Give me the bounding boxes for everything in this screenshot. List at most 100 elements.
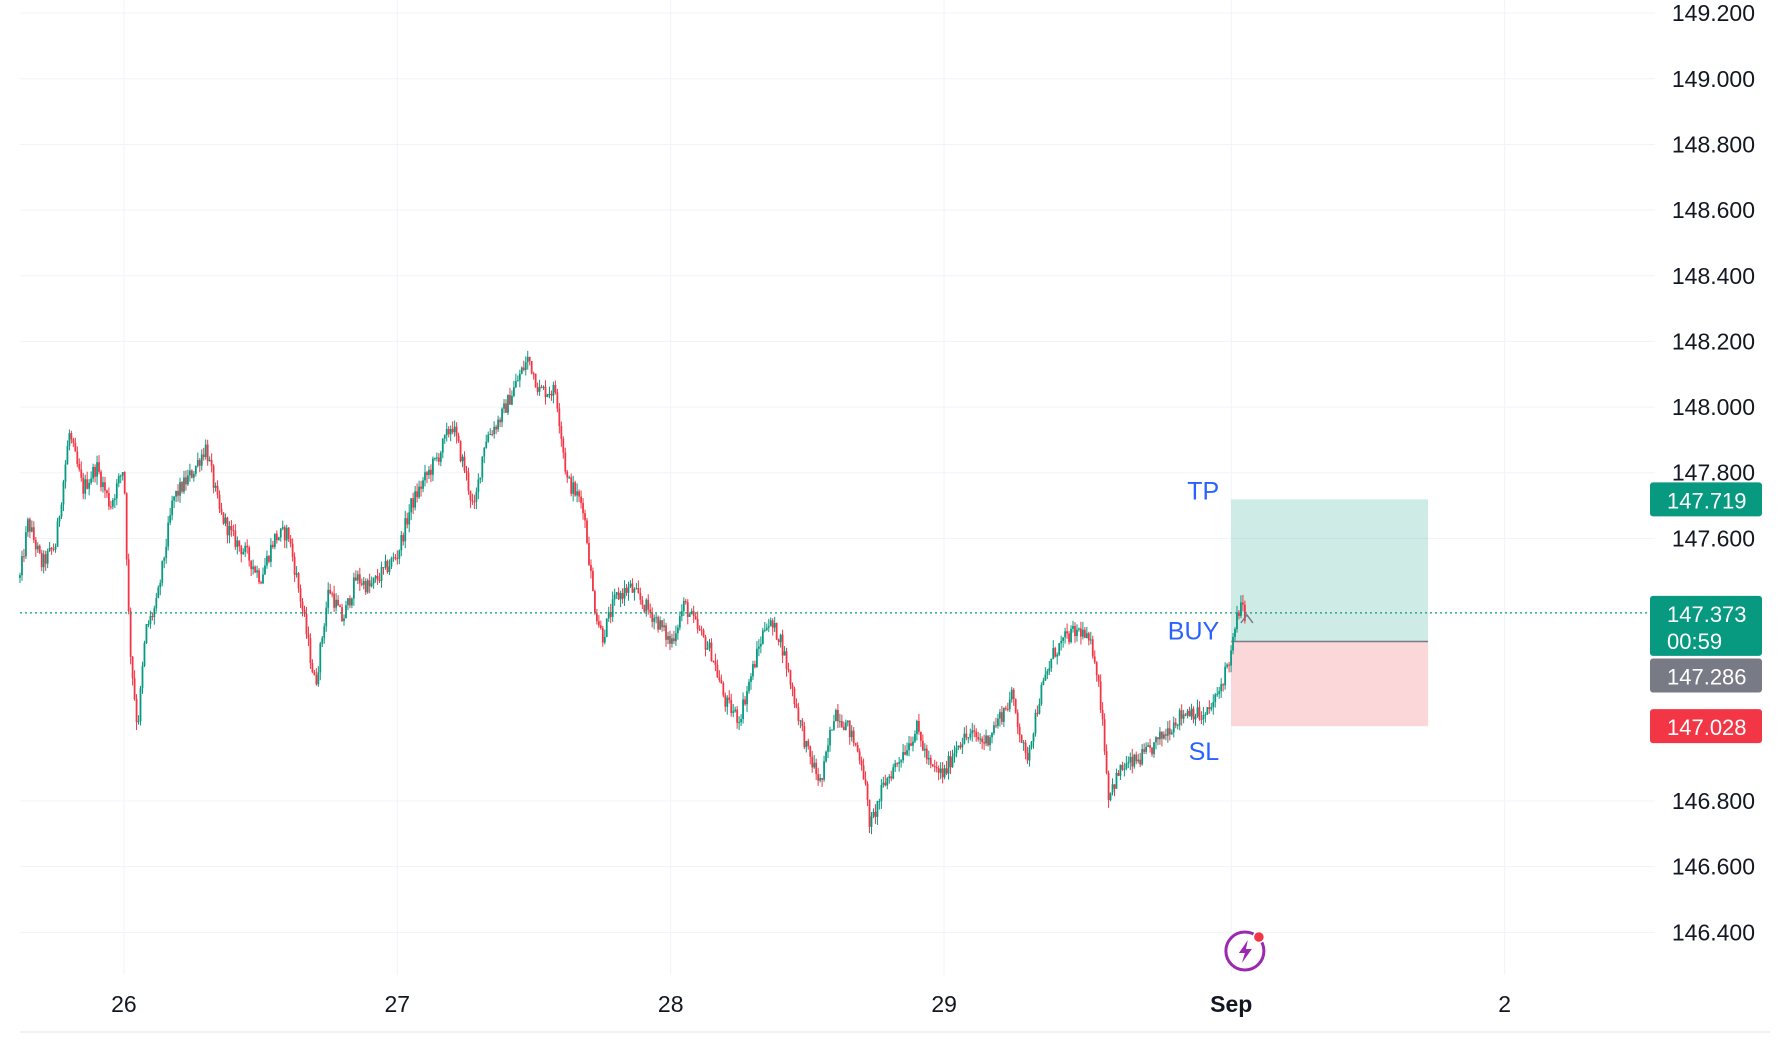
candle-body [165,546,168,558]
candle-body [412,498,415,508]
candle-body [678,616,681,628]
candle-body [617,592,620,600]
candle-body [564,452,567,472]
candle-body [313,672,316,676]
candle-body [1012,689,1015,700]
candle-body [1068,633,1070,643]
candle-body [910,743,912,746]
candle-body [904,752,906,755]
candle-body [123,472,126,494]
candle-body [1050,658,1053,669]
candle-body [147,624,150,626]
candle-body [449,428,452,435]
candle-body [1222,684,1225,686]
candle-body [171,500,174,516]
candle-body [224,517,227,524]
candle-body [516,380,519,382]
candle-body [143,642,146,666]
candle-body [985,735,987,744]
long-position-tool[interactable] [1231,499,1429,727]
candle-body [337,599,339,606]
candle-body [358,574,361,584]
candle-body [291,543,294,558]
candle-body [1048,668,1051,672]
candle-body [730,699,733,713]
candle-body [179,482,181,496]
candle-body [959,745,962,748]
candle-body [1194,716,1197,720]
candle-body [364,580,367,593]
x-tick-label: 28 [658,991,684,1017]
candle-body [374,576,377,579]
candle-body [706,648,709,650]
candle-body [228,526,231,536]
candle-body [1159,731,1161,740]
candle-body [1164,734,1167,736]
candle-body [473,501,476,503]
candle-body [971,730,974,734]
candle-body [295,573,298,575]
candle-body [78,464,81,470]
candle-body [791,684,794,689]
candle-body [60,504,63,517]
candle-body [916,720,918,734]
candle-body [1180,710,1183,719]
candle-body [931,764,934,766]
candle-body [886,778,889,786]
candle-body [686,602,689,617]
candle-body [1135,754,1138,762]
candle-body [821,778,824,780]
candle-body [995,725,997,727]
candle-body [595,613,598,622]
candle-body [21,556,23,576]
candle-body [833,721,835,730]
candle-body [582,502,584,514]
candle-body [1097,675,1100,682]
candle-body [692,611,695,617]
candle-body [609,612,612,617]
candle-body [161,560,164,583]
candle-body [649,609,652,613]
candle-body [98,462,100,472]
candle-body [252,566,255,570]
candle-body [1149,745,1151,748]
candle-body [1153,742,1155,755]
candle-body [1137,759,1140,762]
candle-body [1170,732,1173,735]
candle-body [868,799,871,827]
candle-body [311,663,314,673]
candle-body [301,601,304,610]
candle-body [949,756,952,768]
candle-body [157,587,160,598]
candle-body [396,558,399,560]
candle-body [894,763,897,768]
tp-label: TP [1187,477,1219,505]
candle-body [1006,708,1009,710]
candle-body [467,472,470,491]
candle-body [929,757,932,765]
candle-body [540,386,543,388]
candle-body [1202,714,1205,720]
take-profit-tag-text: 147.719 [1667,488,1747,513]
candle-body [1176,725,1179,727]
candle-body [323,626,326,638]
candle-body [850,730,853,738]
candle-body [420,486,422,489]
candle-body [633,588,636,593]
candle-body [864,779,867,784]
candle-body [1030,741,1033,748]
candle-body [667,636,669,640]
candle-body [335,599,337,608]
lightning-icon[interactable] [1224,930,1266,972]
candle-body [1040,684,1043,704]
candle-body [1196,707,1199,717]
candle-body [185,477,187,485]
candle-body [345,605,347,619]
candle-body [406,518,409,525]
candle-body [341,607,343,622]
candle-body [969,733,972,738]
candle-body [115,483,118,499]
